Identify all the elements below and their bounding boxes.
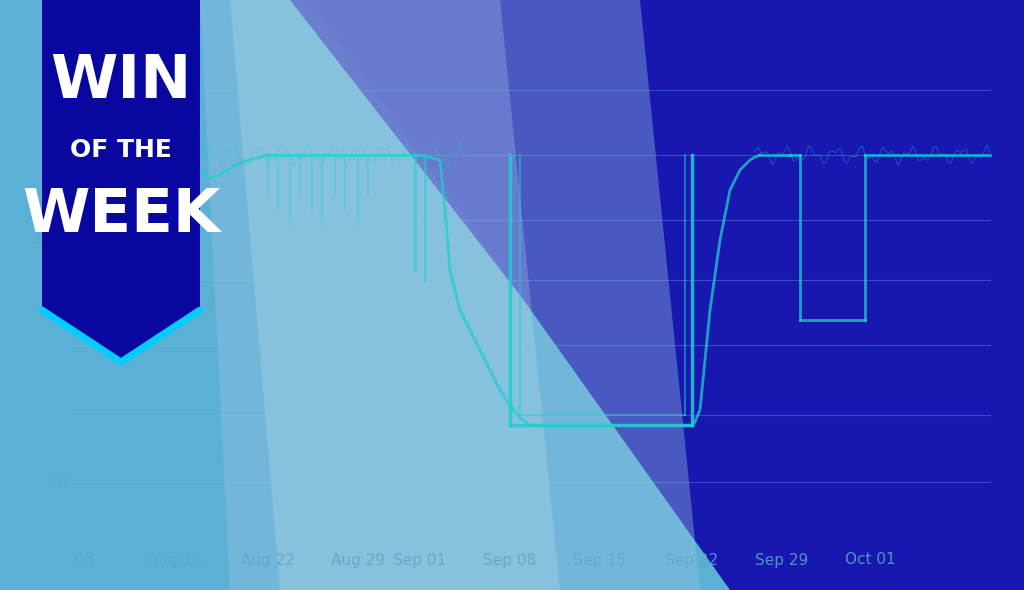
Text: Sep 22: Sep 22 — [666, 552, 719, 568]
Polygon shape — [390, 0, 1024, 590]
Bar — [42, 0, 200, 310]
Text: Sep 08: Sep 08 — [483, 552, 537, 568]
Text: Sep 29: Sep 29 — [756, 552, 809, 568]
Polygon shape — [230, 0, 560, 590]
Polygon shape — [200, 0, 700, 590]
Text: WIN: WIN — [50, 53, 191, 112]
Text: WEEK: WEEK — [22, 185, 220, 244]
Text: Sep 01: Sep 01 — [393, 552, 446, 568]
Text: 10%: 10% — [33, 232, 67, 247]
Text: OF THE: OF THE — [70, 138, 172, 162]
Polygon shape — [310, 0, 1024, 590]
Text: Aug 29: Aug 29 — [331, 552, 385, 568]
Text: Aug 22: Aug 22 — [241, 552, 295, 568]
Text: Sep 15: Sep 15 — [573, 552, 627, 568]
Text: Oct 01: Oct 01 — [845, 552, 895, 568]
Text: on: on — [48, 474, 67, 490]
Text: Aug 15: Aug 15 — [148, 552, 202, 568]
Text: 08: 08 — [76, 552, 94, 568]
Polygon shape — [290, 0, 1024, 590]
Polygon shape — [42, 310, 200, 362]
Polygon shape — [680, 0, 1024, 590]
Text: 4%: 4% — [43, 148, 67, 162]
